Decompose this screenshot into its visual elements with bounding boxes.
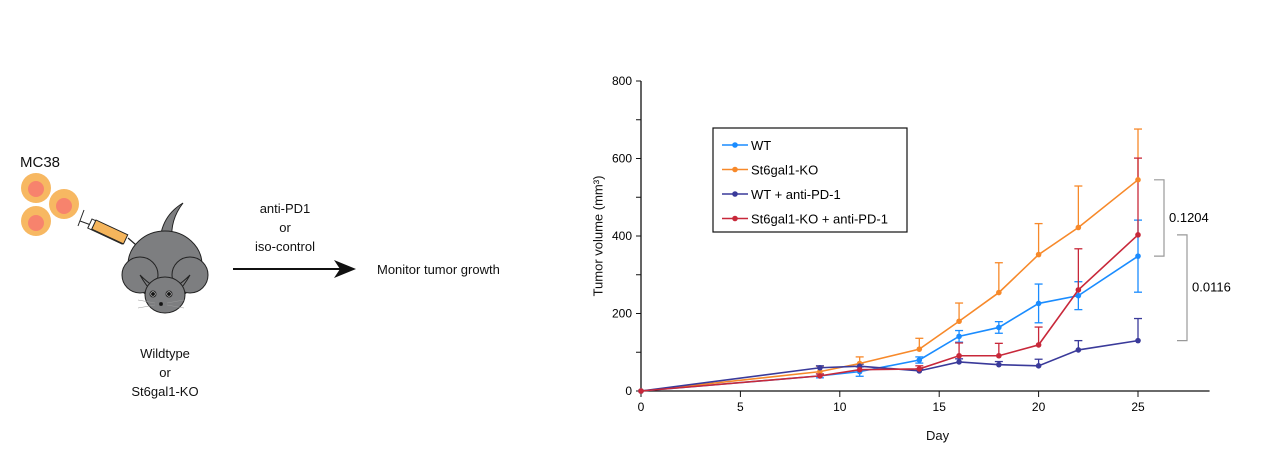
y-tick-label: 600: [612, 152, 632, 166]
treatment-iso-control: iso-control: [255, 239, 315, 254]
syringe-icon: [77, 209, 144, 252]
legend-marker: [732, 166, 738, 173]
x-axis-label: Day: [926, 428, 950, 443]
mouse-genotype-label: Wildtype or St6gal1-KO: [120, 344, 210, 401]
mouse-icon: [121, 202, 209, 314]
data-point: [1035, 342, 1042, 348]
y-tick-label: 800: [612, 74, 632, 88]
legend-marker: [732, 142, 738, 148]
data-point: [856, 366, 863, 373]
cell-line-label: MC38: [20, 154, 61, 171]
data-point: [916, 366, 923, 372]
y-tick-label: 200: [612, 307, 632, 321]
data-point: [1035, 363, 1042, 369]
data-point: [1035, 300, 1042, 307]
genotype-ko: St6gal1-KO: [131, 384, 199, 399]
p-value-label: 0.1204: [1169, 210, 1209, 225]
genotype-or: or: [159, 365, 171, 380]
significance-bracket: [1177, 234, 1188, 342]
data-point: [1075, 224, 1082, 231]
significance-bracket: [1154, 179, 1165, 257]
treatment-or: or: [279, 220, 291, 235]
data-point: [638, 388, 644, 394]
data-point: [1135, 337, 1141, 344]
data-point: [1135, 253, 1141, 259]
data-point: [916, 357, 923, 363]
tumor-cells-icon: [21, 173, 79, 236]
legend-label: St6gal1-KO: [751, 163, 818, 178]
data-point: [1135, 177, 1141, 183]
series-line: [640, 255, 1139, 392]
p-value-label: 0.0116: [1192, 280, 1231, 295]
data-point: [956, 318, 962, 325]
data-point: [956, 352, 962, 359]
arrow-icon: [233, 260, 356, 278]
data-point: [956, 359, 962, 365]
data-point: [1075, 287, 1082, 293]
data-point: [1135, 232, 1141, 238]
y-tick-label: 0: [625, 384, 632, 398]
treatment-label: anti-PD1 or iso-control: [240, 199, 330, 256]
legend-label: WT: [751, 138, 771, 153]
x-tick-label: 25: [1131, 400, 1145, 414]
data-point: [1075, 292, 1082, 299]
x-tick-label: 5: [737, 400, 744, 414]
legend-marker: [732, 191, 738, 197]
genotype-wildtype: Wildtype: [140, 346, 190, 361]
legend-marker: [732, 215, 738, 222]
x-tick-label: 10: [833, 400, 847, 414]
y-axis-label: Tumor volume (mm³): [590, 175, 606, 297]
outcome-label: Monitor tumor growth: [377, 262, 500, 277]
injection-illustration: [21, 173, 209, 314]
data-point: [996, 324, 1002, 331]
x-tick-label: 20: [1032, 400, 1046, 414]
data-point: [817, 364, 823, 371]
treatment-anti-pd1: anti-PD1: [259, 201, 311, 216]
data-point: [1075, 347, 1082, 353]
data-point: [996, 289, 1002, 296]
legend-label: St6gal1-KO + anti-PD-1: [751, 212, 888, 227]
data-point: [996, 352, 1002, 359]
data-point: [817, 368, 823, 375]
series-line: [640, 234, 1139, 392]
data-point: [956, 333, 962, 340]
data-point: [1035, 251, 1042, 258]
x-tick-label: 15: [933, 400, 947, 414]
data-point: [916, 346, 923, 352]
data-point: [817, 373, 823, 379]
y-tick-label: 400: [612, 229, 632, 243]
legend-label: WT + anti-PD-1: [751, 187, 841, 202]
x-tick-label: 0: [638, 400, 645, 414]
data-point: [996, 361, 1002, 368]
